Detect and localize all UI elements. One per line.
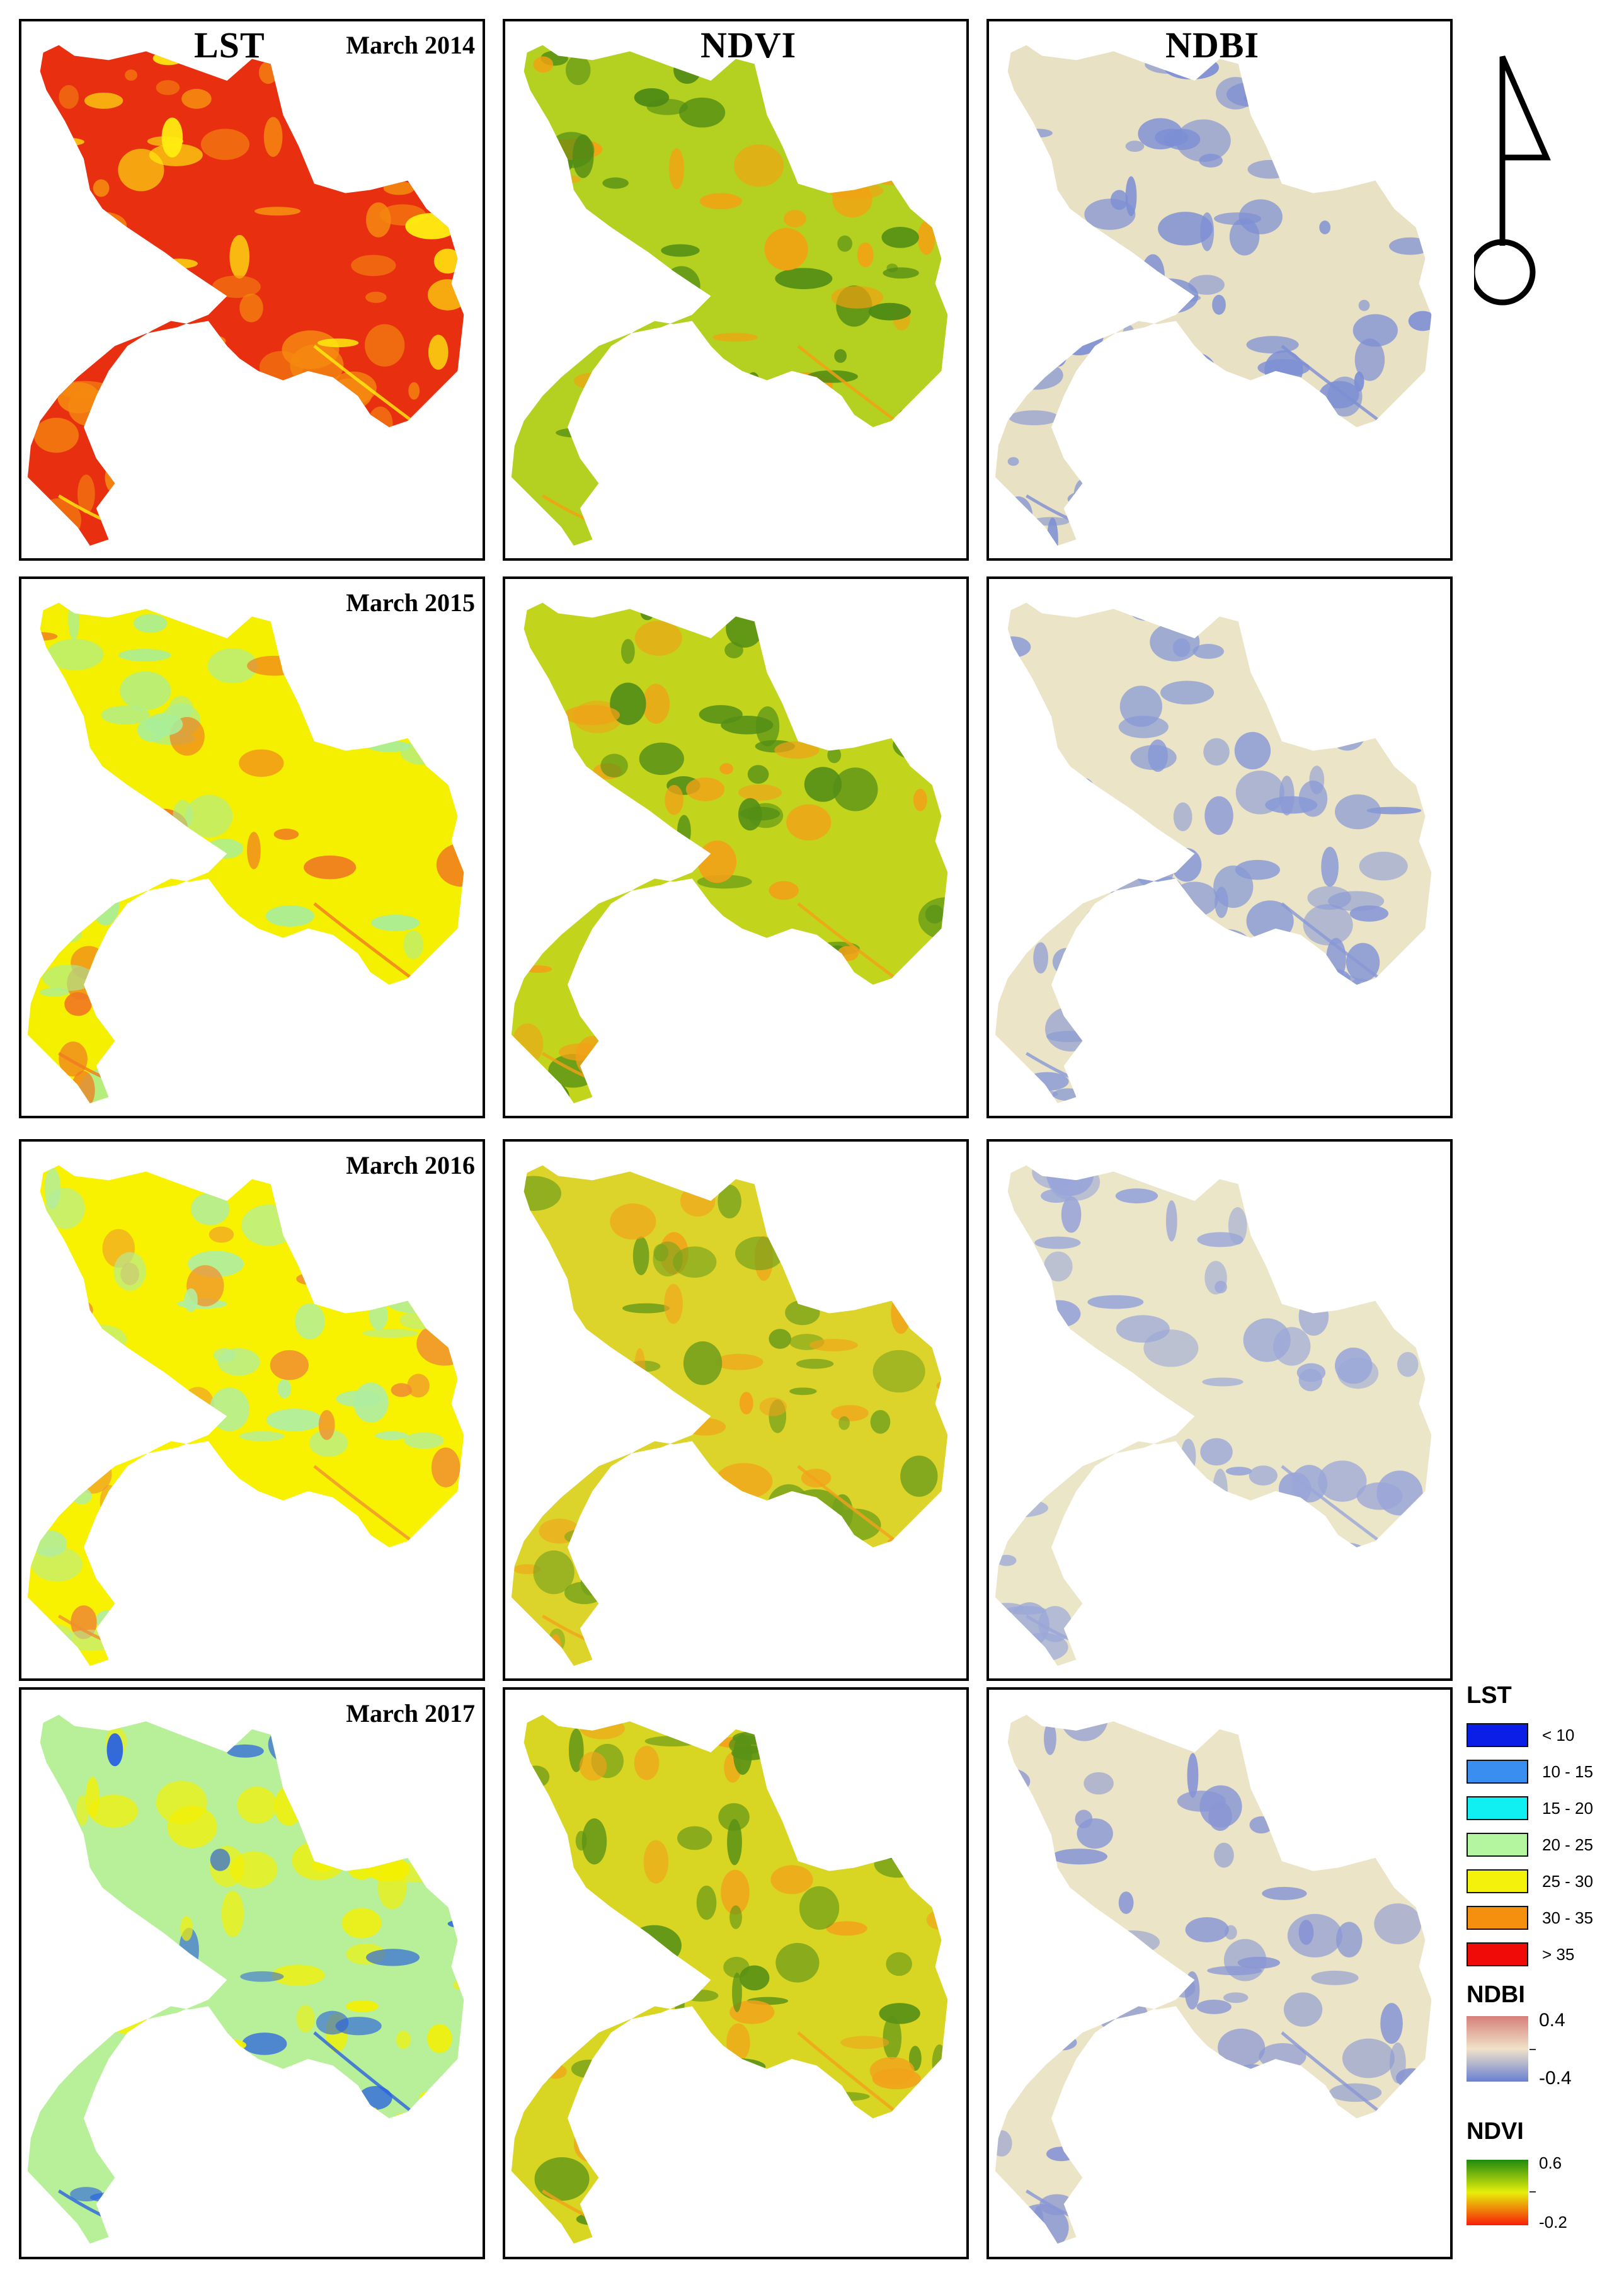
- legend-lst-item: < 10: [1467, 1723, 1624, 1750]
- legend-label: < 10: [1542, 1726, 1575, 1745]
- legend-label: 20 - 25: [1542, 1835, 1593, 1854]
- legend-label: 25 - 30: [1542, 1872, 1593, 1891]
- ndvi-mid-tick: [1530, 2191, 1536, 2193]
- region-map-lst-4: [27, 1714, 464, 2244]
- map-panel-ndvi-2: [503, 576, 969, 1118]
- legend-lst-item: 25 - 30: [1467, 1869, 1624, 1896]
- legend-lst-item: > 35: [1467, 1942, 1624, 1969]
- ndbi-gradient-bar: [1467, 2016, 1528, 2082]
- map-panel-ndbi-3: [986, 1139, 1453, 1681]
- map-panel-ndvi-3: [503, 1139, 969, 1681]
- region-map-ndvi-1: [511, 45, 948, 546]
- ndvi-gradient-bar: [1467, 2160, 1528, 2225]
- north-arrow-icon: [1474, 55, 1551, 306]
- ndbi-max-label: 0.4: [1539, 2010, 1565, 2031]
- legend-swatch: [1467, 1906, 1528, 1930]
- year-label: March 2017: [346, 1699, 475, 1728]
- region-map-ndbi-4: [995, 1714, 1432, 2244]
- col-title-lst: LST: [194, 25, 265, 66]
- year-label: March 2016: [346, 1151, 475, 1179]
- legend-swatch: [1467, 1723, 1528, 1747]
- ndbi-min-label: -0.4: [1539, 2068, 1572, 2089]
- region-map-ndbi-3: [995, 1165, 1432, 1666]
- legend-swatch: [1467, 1869, 1528, 1893]
- region-map-lst-2: [27, 602, 464, 1104]
- ndvi-max-label: 0.6: [1539, 2153, 1562, 2172]
- map-panel-lst-3: March 2016: [19, 1139, 485, 1681]
- legend-lst-title: LST: [1467, 1682, 1512, 1709]
- year-label: March 2014: [346, 31, 475, 59]
- map-panel-lst-4: March 2017: [19, 1687, 485, 2259]
- region-map-ndbi-2: [995, 602, 1432, 1104]
- legend-lst-item: 15 - 20: [1467, 1796, 1624, 1823]
- legend-lst-item: 20 - 25: [1467, 1833, 1624, 1859]
- year-label: March 2015: [346, 588, 475, 617]
- legend-ndvi-title: NDVI: [1467, 2118, 1524, 2145]
- legend-swatch: [1467, 1942, 1528, 1966]
- region-map-ndvi-2: [511, 602, 948, 1104]
- region-map-ndbi-1: [995, 45, 1432, 546]
- map-panel-lst-1: March 2014: [19, 19, 485, 561]
- ndvi-min-label: -0.2: [1539, 2213, 1567, 2232]
- map-panel-ndbi-4: [986, 1687, 1453, 2259]
- map-panel-ndvi-4: [503, 1687, 969, 2259]
- legend-ndbi-title: NDBI: [1467, 1981, 1525, 2008]
- legend-label: 30 - 35: [1542, 1908, 1593, 1927]
- col-title-ndvi: NDVI: [700, 25, 797, 66]
- legend-swatch: [1467, 1796, 1528, 1820]
- map-panel-ndbi-2: [986, 576, 1453, 1118]
- map-panel-ndbi-1: [986, 19, 1453, 561]
- col-title-ndbi: NDBI: [1165, 25, 1260, 66]
- legend-lst-item: 30 - 35: [1467, 1906, 1624, 1932]
- legend-swatch: [1467, 1760, 1528, 1784]
- legend-label: > 35: [1542, 1945, 1575, 1964]
- region-map-lst-1: [27, 45, 464, 546]
- region-map-ndvi-4: [511, 1714, 948, 2244]
- ndbi-mid-tick: [1530, 2049, 1536, 2050]
- legend-lst-item: 10 - 15: [1467, 1760, 1624, 1786]
- legend: LST < 10 10 - 15 15 - 20 20 - 25 25 - 30 30 -…: [1467, 1682, 1624, 2268]
- legend-swatch: [1467, 1833, 1528, 1857]
- legend-label: 15 - 20: [1542, 1799, 1593, 1818]
- legend-label: 10 - 15: [1542, 1762, 1593, 1781]
- region-map-lst-3: [27, 1165, 464, 1666]
- region-map-ndvi-3: [511, 1165, 948, 1666]
- map-panel-lst-2: March 2015: [19, 576, 485, 1118]
- map-panel-ndvi-1: [503, 19, 969, 561]
